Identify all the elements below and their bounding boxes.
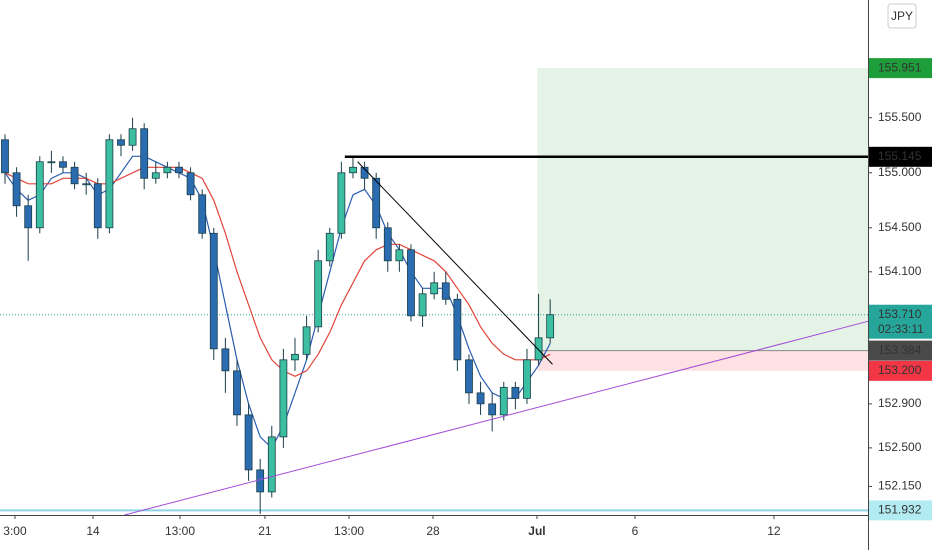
price-marker-label: 151.932 <box>878 503 922 517</box>
price-marker-label: 155.951 <box>878 60 922 74</box>
y-tick-label: 155.000 <box>878 165 922 179</box>
trend-line <box>357 161 553 365</box>
candle-body <box>465 359 473 394</box>
candle-body <box>24 205 33 229</box>
candle-body <box>511 386 520 399</box>
x-tick-label: 28 <box>426 524 440 538</box>
candle-body <box>82 183 91 186</box>
y-tick-label: 154.100 <box>878 264 922 278</box>
candle-body <box>372 177 381 229</box>
candle-body <box>93 183 102 229</box>
candle-body <box>407 249 415 317</box>
x-tick-label: 13:00 <box>165 524 195 538</box>
candle-body <box>151 172 160 179</box>
y-tick-label: 154.500 <box>878 220 922 234</box>
price-marker <box>869 340 932 361</box>
candle-body <box>47 161 56 164</box>
currency-button[interactable]: JPY <box>887 3 917 29</box>
plot-area <box>0 68 869 516</box>
candle-body <box>267 436 276 493</box>
candle-body <box>140 128 149 179</box>
candle-body <box>476 392 485 405</box>
x-tick-label: 13:00 <box>334 524 364 538</box>
y-tick-label: 152.150 <box>878 479 922 493</box>
candle-body <box>175 166 183 174</box>
candle-body <box>534 337 543 361</box>
candle-body <box>395 249 404 262</box>
price-marker-label: 155.145 <box>878 149 922 163</box>
candle-body <box>430 282 439 295</box>
price-marker <box>869 58 932 79</box>
x-tick-label: Jul <box>528 524 545 538</box>
candle-body <box>35 161 44 229</box>
candle-body <box>488 403 497 416</box>
price-marker <box>869 304 932 339</box>
currency-label[interactable]: JPY <box>891 9 913 23</box>
candle-body <box>198 194 207 234</box>
candle-body <box>523 359 531 399</box>
candle-body <box>337 172 346 234</box>
candle-body <box>302 326 311 355</box>
candle-body <box>105 139 114 229</box>
axes: 155.500 155.000 154.500 154.100 152.900 152.5… <box>3 58 932 538</box>
x-tick-label: 6 <box>632 524 639 538</box>
candle-body <box>59 161 67 168</box>
candle-body <box>186 172 195 196</box>
countdown-label: 02:33:11 <box>878 322 924 336</box>
candle-body <box>256 469 265 493</box>
y-tick-label: 152.900 <box>878 396 922 410</box>
stop-zone <box>537 350 868 371</box>
currency-button-box[interactable] <box>887 3 917 29</box>
candle-body <box>221 348 230 372</box>
candle-body <box>418 293 427 317</box>
price-marker <box>869 146 932 167</box>
target-zone <box>537 68 868 351</box>
candle-body <box>546 314 555 339</box>
candle-body <box>70 166 79 185</box>
candle-body <box>163 166 172 174</box>
candle-body <box>279 359 288 438</box>
candle-body <box>349 166 357 174</box>
price-marker-label: 153.384 <box>878 343 922 357</box>
candle-body <box>244 414 253 471</box>
y-tick-label: 152.500 <box>878 440 922 454</box>
price-marker-label: 153.200 <box>878 363 922 377</box>
price-marker-label: 153.710 <box>878 307 922 321</box>
candle-body <box>325 232 334 262</box>
moving-average-line <box>4 166 551 377</box>
candle-body <box>383 227 392 262</box>
x-tick-label: 14 <box>86 524 100 538</box>
candle-body <box>314 260 323 328</box>
trend-line <box>124 320 869 516</box>
candle-body <box>291 353 299 361</box>
candle-body <box>12 172 21 207</box>
candle-body <box>1 139 9 174</box>
x-tick-label: 12 <box>767 524 781 538</box>
price-marker <box>869 360 932 381</box>
candle-body <box>233 370 241 416</box>
candle-body <box>453 298 462 361</box>
candle-body <box>117 139 125 146</box>
candle-body <box>499 386 508 416</box>
y-tick-label: 155.500 <box>878 110 922 124</box>
x-tick-label: 3:00 <box>3 524 27 538</box>
x-tick-label: 21 <box>258 524 272 538</box>
candle-body <box>441 282 450 300</box>
candle-body <box>128 128 137 146</box>
candle-body <box>209 232 218 350</box>
price-marker <box>869 500 932 521</box>
